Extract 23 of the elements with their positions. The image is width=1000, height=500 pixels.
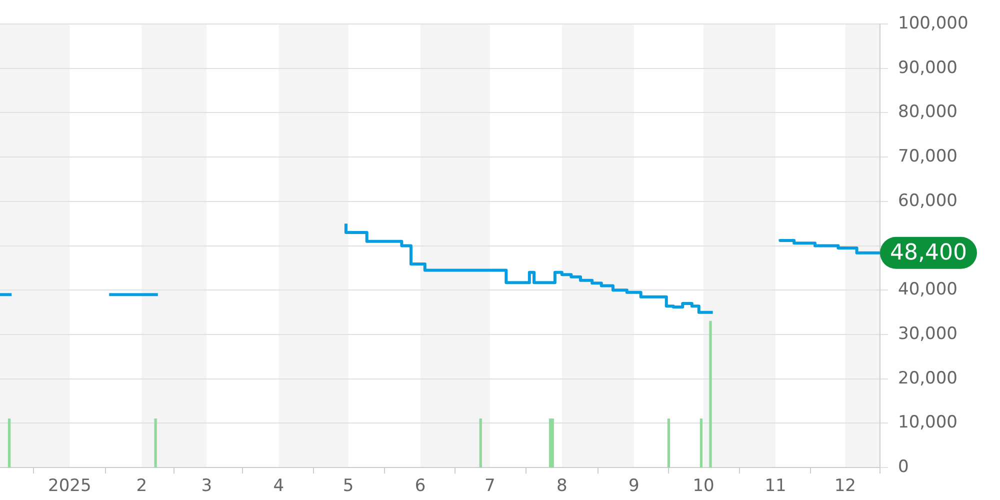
x-tick-label: 2025 [48, 476, 92, 496]
x-tick-label: 3 [201, 476, 212, 496]
x-tick-label: 2 [136, 476, 148, 496]
y-tick-label: 70,000 [898, 146, 958, 166]
x-tick-label: 10 [692, 476, 714, 496]
y-tick-label: 0 [898, 457, 909, 478]
y-tick-label: 80,000 [898, 102, 958, 122]
y-tick-label: 10,000 [898, 412, 958, 433]
y-tick-label: 30,000 [898, 324, 958, 344]
x-tick-label: 7 [484, 476, 496, 496]
annotation: 48,400 [890, 240, 967, 266]
y-tick-label: 90,000 [898, 58, 958, 78]
x-tick-label: 9 [628, 476, 640, 496]
x-tick-label: 5 [342, 476, 354, 496]
y-tick-label: 100,000 [898, 13, 968, 34]
x-tick-label: 6 [414, 476, 426, 496]
y-tick-label: 60,000 [898, 190, 958, 211]
x-tick-label: 4 [273, 476, 284, 496]
y-tick-label: 40,000 [898, 280, 958, 300]
y-tick-label: 20,000 [898, 368, 958, 388]
x-tick-label: 11 [764, 476, 786, 496]
x-tick-label: 8 [556, 476, 568, 496]
x-tick-label: 12 [834, 476, 856, 496]
